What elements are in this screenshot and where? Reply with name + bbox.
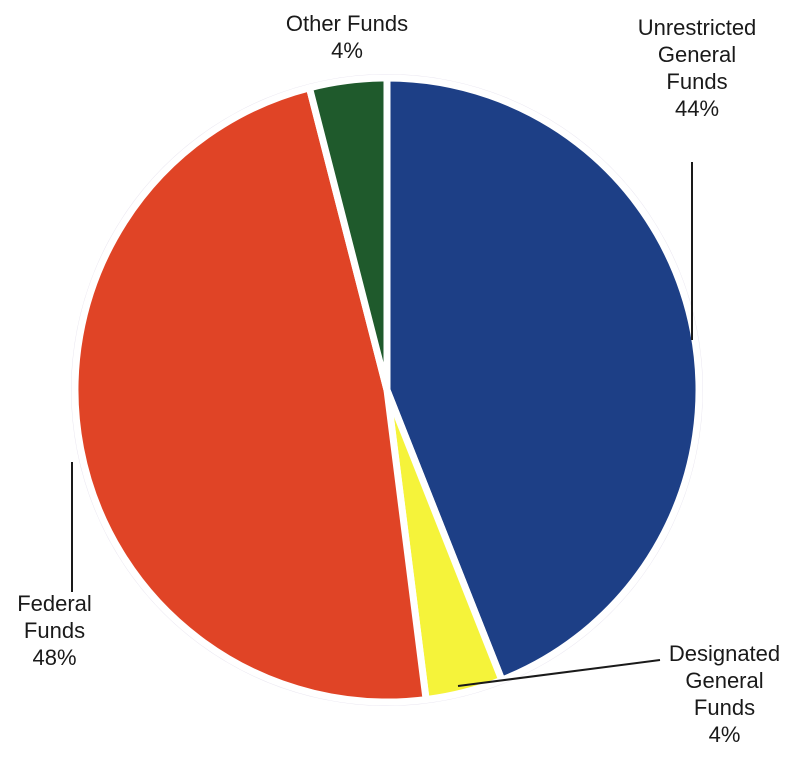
label-percent: 44% <box>674 96 720 121</box>
label-line: Funds <box>693 695 756 720</box>
label-line: Funds <box>23 618 86 643</box>
label-line: General <box>685 668 764 693</box>
label-designated-general-funds: Designated General Funds 4% <box>652 640 797 748</box>
pie-slice-unrestricted-general-funds <box>383 74 703 684</box>
pie-slice-federal-funds <box>71 84 430 706</box>
leader-lines <box>71 162 693 687</box>
leader-line-designated <box>457 659 661 687</box>
label-percent: 4% <box>708 722 741 747</box>
label-line: Unrestricted <box>637 15 757 40</box>
label-line: Funds <box>666 69 728 94</box>
label-unrestricted-general-funds: Unrestricted General Funds 44% <box>622 14 772 122</box>
label-line: General <box>657 42 737 67</box>
label-other-funds: Other Funds 4% <box>262 10 432 64</box>
pie-slices <box>71 74 703 706</box>
label-line: Other Funds <box>285 11 409 36</box>
label-percent: 4% <box>331 38 363 63</box>
label-line: Federal <box>17 591 92 616</box>
label-line: Designated <box>668 641 781 666</box>
pie-slice-other-funds <box>305 74 391 394</box>
label-percent: 48% <box>32 645 77 670</box>
label-federal-funds: Federal Funds 48% <box>2 590 107 671</box>
